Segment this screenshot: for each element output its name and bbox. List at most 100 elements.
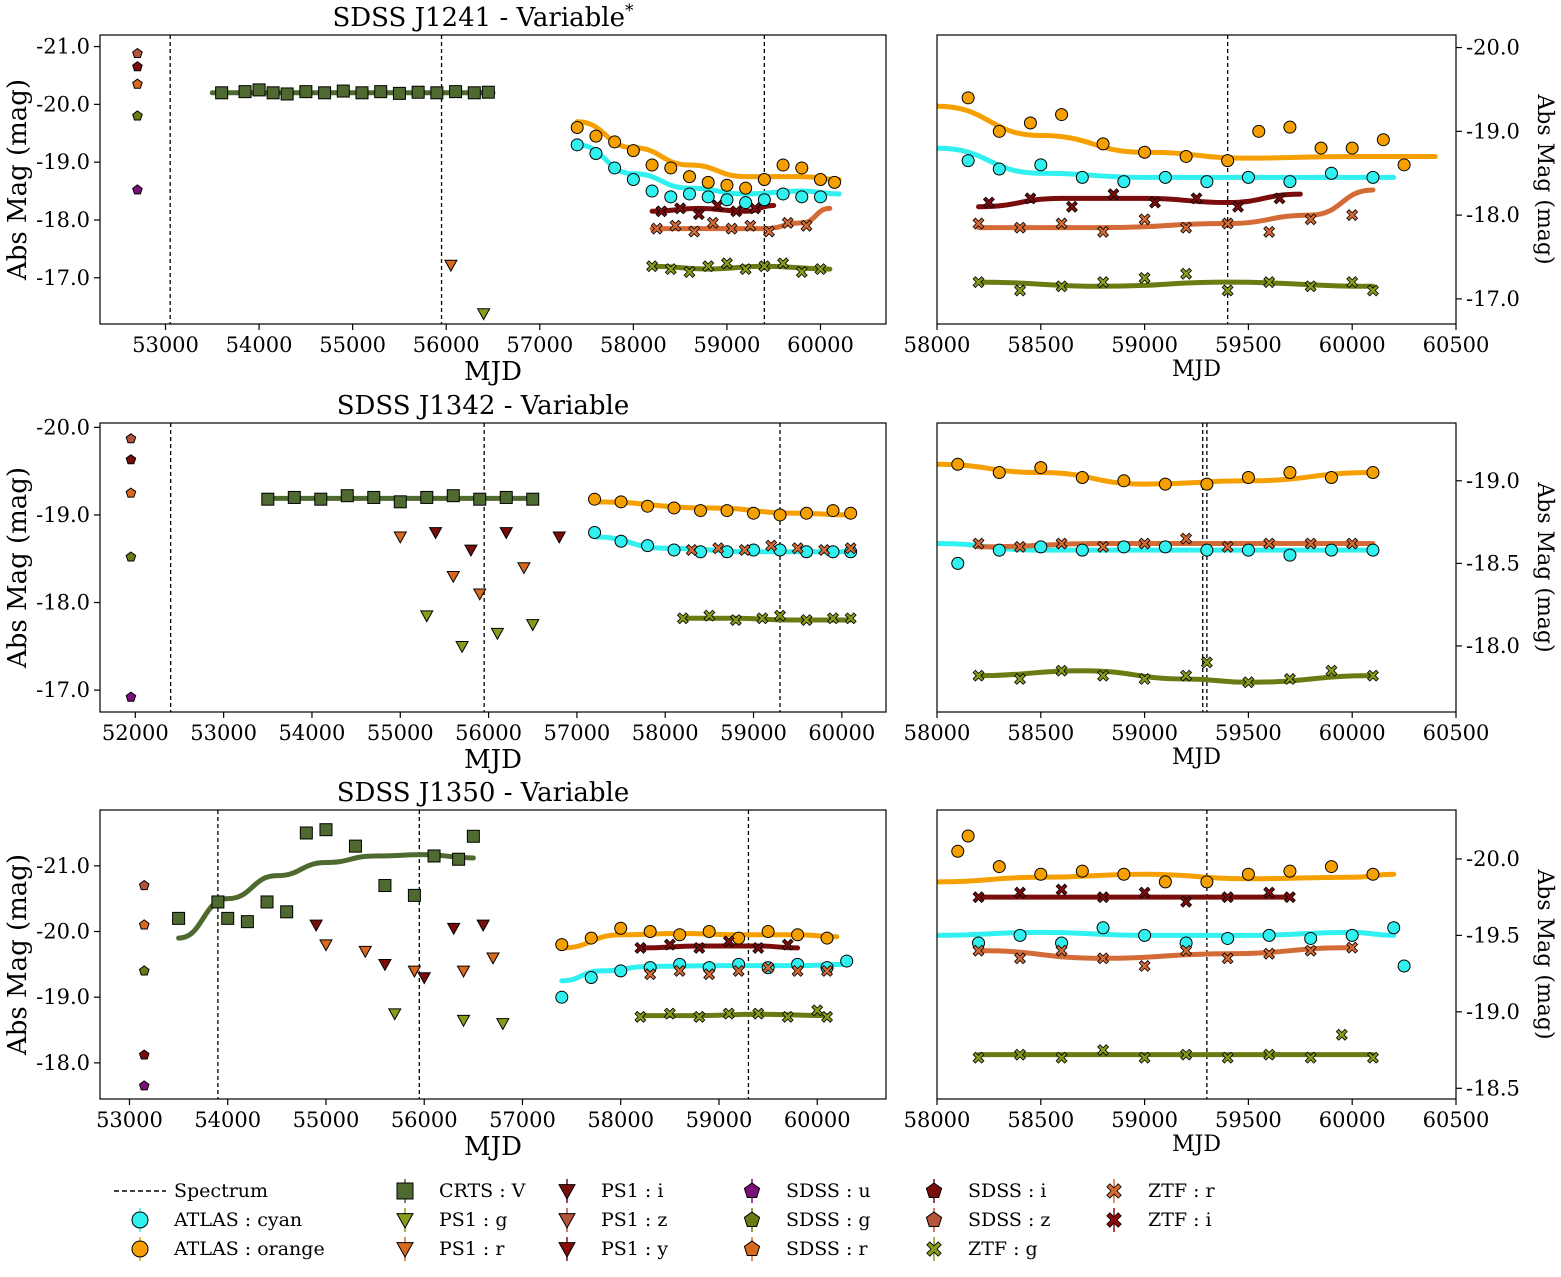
- data-point: [1366, 170, 1380, 184]
- data-point: [486, 952, 500, 965]
- y-tick-label: -21.0: [36, 35, 90, 59]
- x-tick-label: 60500: [1423, 1108, 1490, 1132]
- legend-label: SDSS : r: [786, 1238, 868, 1260]
- data-point: [517, 562, 531, 575]
- x-tick-label: 58000: [904, 721, 971, 745]
- data-point: [1014, 1048, 1027, 1061]
- data-point: [739, 263, 752, 276]
- data-point: [1241, 867, 1255, 881]
- data-point: [476, 919, 491, 932]
- data-point: [961, 154, 975, 168]
- data-point: [757, 193, 771, 207]
- data-point: [215, 86, 229, 100]
- data-point: [449, 85, 463, 99]
- data-point: [1117, 474, 1131, 488]
- data-point: [646, 260, 659, 273]
- data-point: [1283, 175, 1297, 189]
- data-point: [800, 219, 813, 232]
- data-point: [762, 961, 775, 974]
- legend-item: PS1 : g: [396, 1208, 508, 1232]
- data-point: [821, 1010, 834, 1023]
- data-point: [972, 669, 985, 682]
- data-point: [608, 161, 622, 175]
- y-tick-label: -20.0: [36, 920, 90, 944]
- data-point: [1263, 1048, 1276, 1061]
- fit-curve: [937, 461, 1376, 487]
- data-point: [1263, 537, 1276, 550]
- data-point: [526, 492, 540, 506]
- data-point: [844, 542, 857, 555]
- y-tick-label: -18.0: [36, 1051, 90, 1075]
- data-point: [428, 527, 443, 540]
- data-point: [1366, 543, 1380, 557]
- data-point: [992, 124, 1006, 138]
- data-point: [827, 612, 839, 625]
- data-point: [644, 968, 657, 981]
- data-point: [132, 47, 143, 58]
- data-point: [1314, 141, 1328, 155]
- data-point: [211, 895, 225, 909]
- data-point: [752, 1007, 765, 1020]
- data-point: [1138, 537, 1151, 550]
- data-point: [1180, 669, 1193, 682]
- x-tick-label: 58500: [1007, 333, 1074, 357]
- data-point: [641, 499, 655, 513]
- data-point: [299, 826, 313, 840]
- legend-marker: [926, 1241, 942, 1257]
- data-point: [1034, 540, 1048, 554]
- y-tick-label: -19.0: [1466, 1000, 1520, 1024]
- data-point: [1138, 960, 1151, 972]
- data-point: [132, 184, 143, 195]
- data-point: [125, 454, 137, 465]
- data-point: [552, 531, 567, 544]
- data-point: [1252, 124, 1266, 138]
- data-point: [1055, 883, 1068, 896]
- data-point: [643, 925, 657, 939]
- data-point: [355, 86, 369, 100]
- data-point: [720, 178, 734, 192]
- data-point: [419, 610, 434, 623]
- y-tick-label: -19.5: [1466, 923, 1520, 947]
- data-point: [706, 216, 719, 229]
- data-point: [336, 84, 350, 98]
- data-point: [608, 135, 622, 149]
- data-point: [299, 85, 313, 99]
- data-point: [722, 1007, 735, 1020]
- data-point: [694, 504, 708, 518]
- x-tick-label: 52000: [102, 721, 169, 745]
- data-point: [1366, 1051, 1379, 1064]
- plot-area: [937, 423, 1380, 712]
- data-point: [730, 205, 743, 218]
- x-tick-label: 54000: [194, 1108, 261, 1132]
- data-point: [774, 609, 786, 622]
- data-point: [781, 1010, 794, 1023]
- legend-marker: [558, 1242, 576, 1259]
- fit-curve: [976, 945, 1355, 961]
- data-point: [702, 925, 716, 939]
- y-tick-label: -19.0: [36, 150, 90, 174]
- x-axis-label: MJD: [464, 357, 522, 387]
- data-point: [132, 78, 143, 89]
- data-point: [732, 964, 745, 977]
- data-point: [711, 199, 724, 212]
- data-point: [570, 138, 584, 152]
- legend-item: PS1 : y: [558, 1237, 668, 1261]
- legend-label: Spectrum: [174, 1180, 268, 1202]
- title-superscript: *: [625, 1, 634, 21]
- data-point: [138, 1080, 150, 1091]
- legend-label: CRTS : V: [439, 1180, 526, 1202]
- data-point: [972, 537, 985, 550]
- data-point: [791, 964, 804, 977]
- data-point: [744, 219, 757, 232]
- data-point: [358, 945, 373, 959]
- x-tick-label: 60000: [784, 1108, 851, 1132]
- data-point: [712, 542, 725, 555]
- data-point: [673, 928, 687, 942]
- y-tick-label: -18.0: [36, 591, 90, 615]
- x-tick-label: 56000: [391, 1108, 458, 1132]
- data-point: [367, 490, 381, 504]
- legend-label: SDSS : z: [968, 1209, 1050, 1231]
- y-tick-label: -20.0: [36, 415, 90, 439]
- data-point: [1263, 276, 1276, 289]
- data-point: [645, 184, 659, 198]
